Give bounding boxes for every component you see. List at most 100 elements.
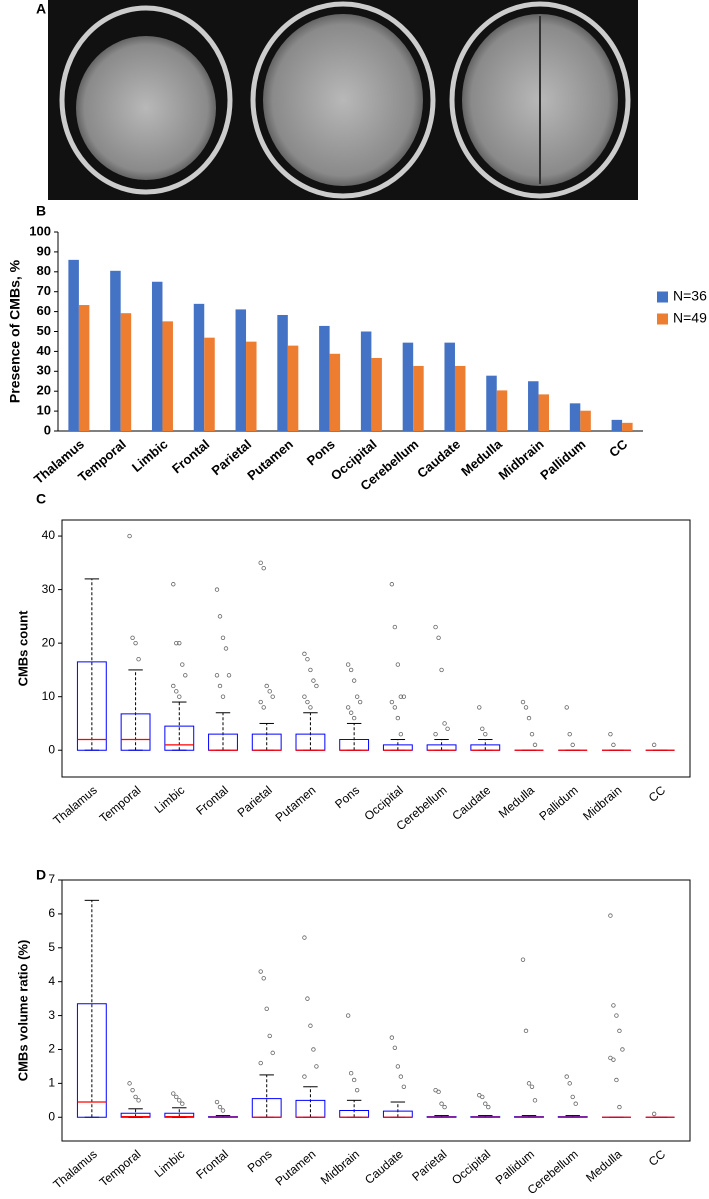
outlier-point [389,582,395,587]
outlier-point [136,657,141,662]
outlier-point [220,635,226,640]
outlier-point [217,614,223,619]
outlier-point [302,935,307,940]
outlier-point [611,742,616,748]
bar [611,419,623,431]
y-tick-label: 50 [37,323,51,338]
outlier-point [177,694,182,699]
outlier-point [445,726,450,732]
outlier-point [611,1003,616,1008]
outlier-point [357,699,363,705]
outlier-point [177,1098,182,1103]
outlier-point [261,565,266,571]
x-tick-label: Parietal [235,783,275,820]
brain [76,36,216,180]
x-tick-label: Medulla [583,1147,624,1185]
y-tick-label: 0 [48,742,55,756]
y-tick-label: 20 [37,383,51,398]
outlier-point [395,662,401,667]
outlier-point [651,1111,657,1117]
panel-label: A [36,1,46,17]
outlier-point [348,1071,354,1076]
x-tick-label: CC [646,783,669,805]
outlier-point [439,667,444,673]
outlier-point [345,705,351,710]
x-tick-label: Midbrain [580,783,624,823]
outlier-point [348,710,354,715]
outlier-point [305,699,310,705]
outlier-point [401,694,407,699]
y-tick-label: 10 [37,403,51,418]
outlier-point [308,1023,313,1028]
outlier-point [258,699,263,705]
x-tick-label: CC [646,1147,669,1169]
outlier-point [532,1098,538,1103]
outlier-point [567,1081,572,1086]
x-tick-label: Midbrain [318,1147,362,1187]
outlier-point [614,1077,619,1083]
outlier-point [483,731,488,737]
outlier-point [392,705,398,710]
outlier-point [392,624,398,630]
x-tick-label: Medulla [496,783,537,821]
bar [486,375,497,431]
outlier-point [258,1060,263,1066]
outlier-point [270,694,275,699]
y-tick-label: 30 [37,363,51,378]
skull [449,1,631,199]
plot-frame [61,519,691,778]
outlier-point [351,678,357,683]
y-tick-label: 3 [48,1008,55,1022]
outlier-point [345,662,351,667]
outlier-point [398,731,404,737]
outlier-point [305,657,310,662]
outlier-point [529,1084,535,1089]
x-tick-label: Pallidum [536,783,580,823]
bar [78,305,90,431]
outlier-point [348,667,354,673]
bar [151,281,163,431]
outlier-point [267,689,272,694]
bar [329,353,341,431]
outlier-point [220,694,226,699]
outlier-point [523,1028,529,1034]
outlier-point [223,646,229,651]
y-tick-label: 40 [42,528,56,542]
legend-swatch [657,313,668,325]
skull [59,5,233,195]
outlier-point [526,715,532,721]
outlier-point [523,705,529,710]
outlier-point [183,673,188,678]
y-tick-label: 90 [37,243,51,258]
chart-box: D CMBs volume ratio (%) 0 1 2 3 4 5 6 7 ThalamusTe… [15,867,691,1197]
x-tick-label: CC [606,436,630,460]
outlier-point [171,683,176,689]
outlier-point [302,694,307,699]
x-tick-label: Frontal [169,436,212,476]
y-tick-label: 0 [48,1109,55,1123]
panel-label: D [36,867,46,883]
outlier-point [480,1094,485,1100]
x-tick-label: Occipital [449,1147,493,1187]
outlier-point [174,1094,179,1100]
legend-swatch [657,291,668,303]
outlier-point [180,1101,185,1106]
x-tick-label: Caudate [414,436,463,480]
bar [444,342,455,431]
outlier-point [177,640,182,646]
bar [287,345,299,431]
outlier-point [529,731,535,737]
outlier-point [486,1104,491,1110]
outlier-point [258,969,263,974]
outlier-point [433,624,438,630]
outlier-point [302,1074,307,1079]
y-tick-label: 2 [48,1042,55,1056]
bar [528,381,539,431]
outlier-point [214,587,220,592]
bar [538,394,550,431]
outlier-point [214,1099,220,1105]
outlier-point [354,694,360,699]
outlier-point [136,1098,141,1103]
outlier-point [270,1050,275,1056]
x-tick-label: Caudate [449,783,493,823]
